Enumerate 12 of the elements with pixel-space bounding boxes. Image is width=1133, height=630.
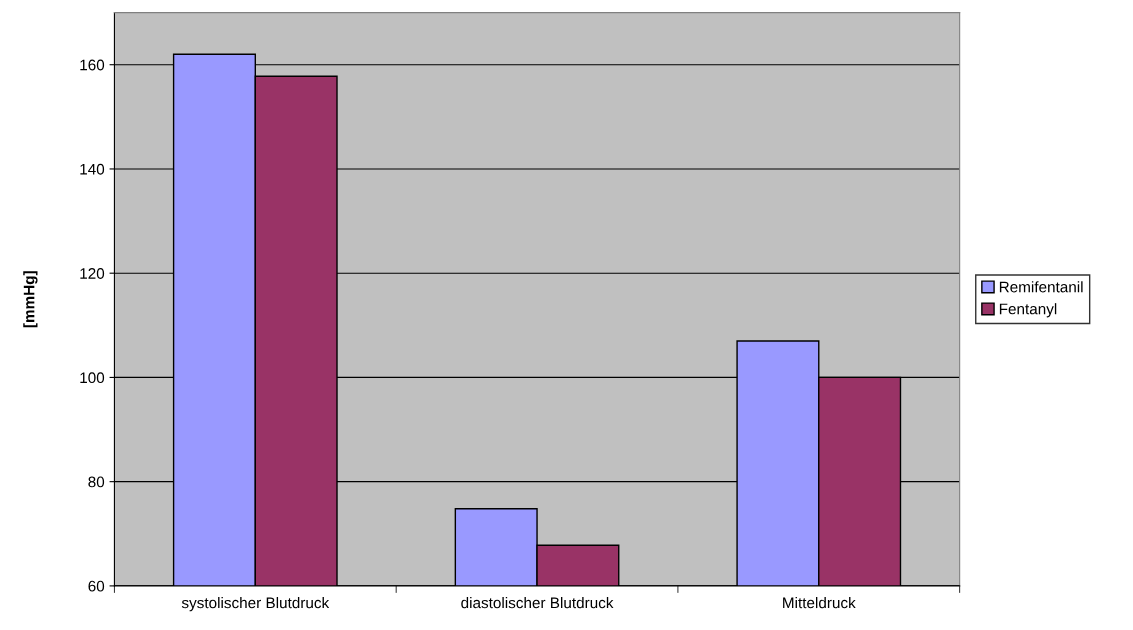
- y-tick-label: 80: [88, 476, 105, 488]
- x-tick-label: systolischer Blutdruck: [181, 597, 330, 612]
- y-tick-label: 100: [80, 372, 105, 384]
- y-tick-label: 120: [80, 268, 105, 279]
- y-tick-label: 60: [88, 580, 105, 592]
- y-axis-title: [mmHg]: [23, 271, 38, 328]
- x-tick-label: diastolischer Blutdruck: [461, 597, 614, 609]
- y-tick-label: 160: [80, 59, 105, 71]
- legend-label: Fentanyl: [999, 303, 1057, 318]
- legend-label: Remifentanil: [999, 281, 1083, 293]
- x-tick-label: Mitteldruck: [783, 597, 856, 609]
- y-tick-label: 140: [80, 163, 105, 175]
